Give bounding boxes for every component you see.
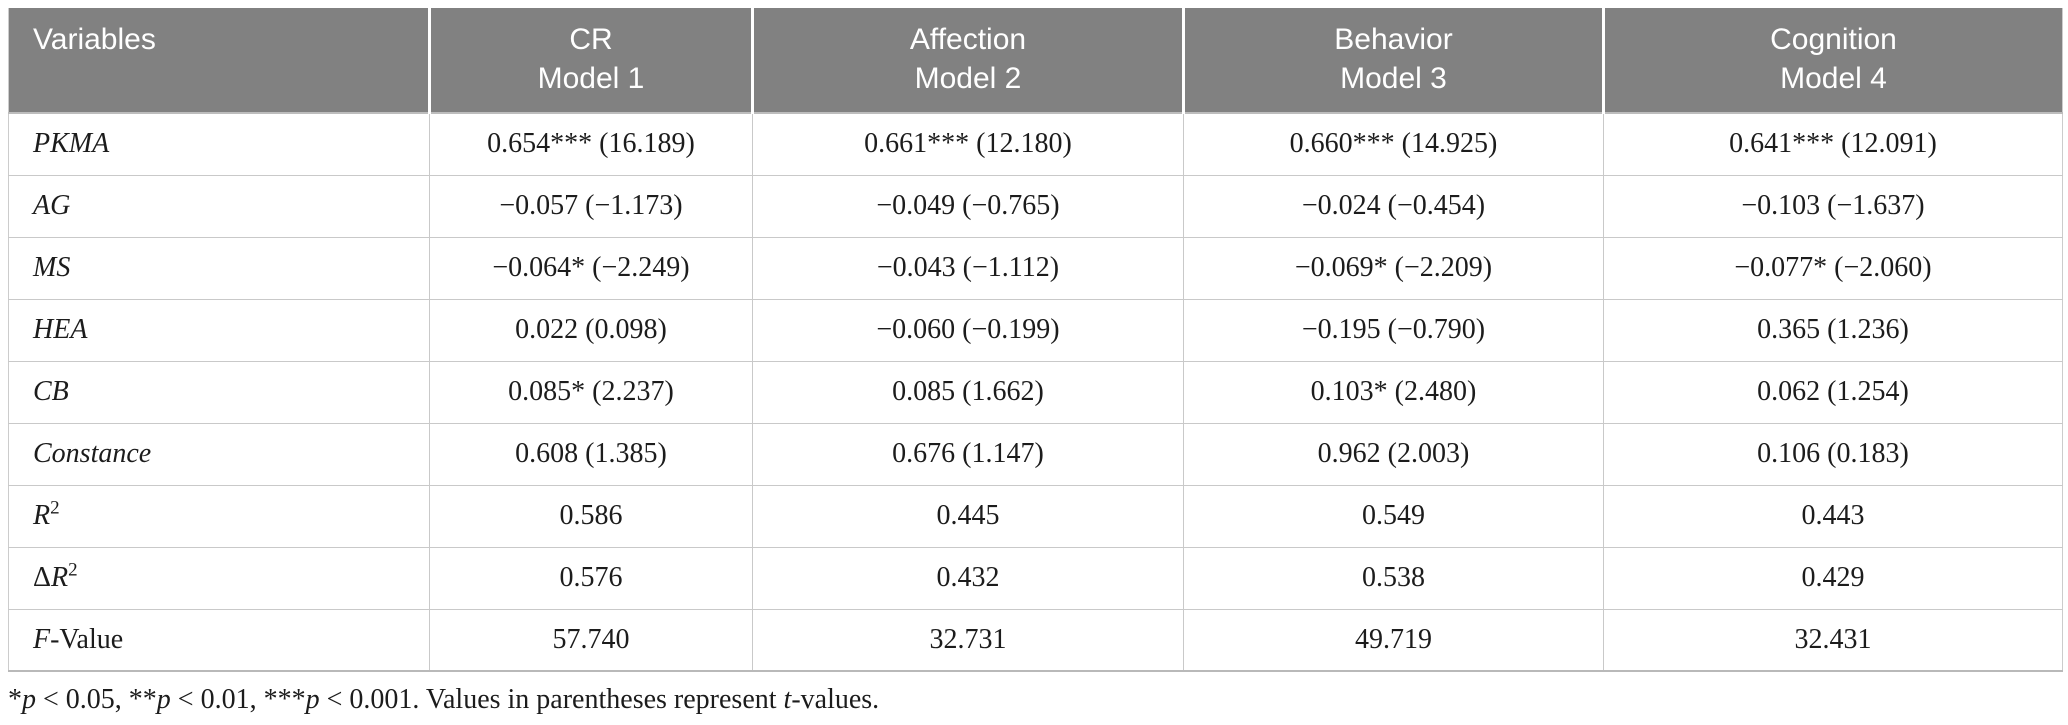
footnote-text: * xyxy=(8,684,22,715)
column-header-behavior-model3: Behavior Model 3 xyxy=(1182,8,1604,114)
table-cell: 0.445 xyxy=(752,485,1184,548)
table-cell: 0.676 (1.147) xyxy=(752,423,1184,486)
header-row: Variables CR Model 1 Affection Model 2 Beh… xyxy=(8,8,2063,114)
table-body: PKMA 0.654*** (16.189) 0.661*** (12.180)… xyxy=(8,113,2063,672)
table-cell: −0.049 (−0.765) xyxy=(752,175,1184,238)
header-line1: Affection xyxy=(909,23,1027,56)
table-row-ms: MS −0.064* (−2.249) −0.043 (−1.112) −0.0… xyxy=(8,237,2063,300)
table-cell: −0.057 (−1.173) xyxy=(429,175,753,238)
table-cell: 0.654*** (16.189) xyxy=(429,113,753,176)
table-cell: 0.443 xyxy=(1603,485,2063,548)
column-header-affection-model2: Affection Model 2 xyxy=(751,8,1184,114)
table-cell: −0.043 (−1.112) xyxy=(752,237,1184,300)
table-cell: 0.586 xyxy=(429,485,753,548)
row-label: F-Value xyxy=(8,609,430,672)
table-cell: −0.195 (−0.790) xyxy=(1183,299,1604,362)
row-label: AG xyxy=(8,175,430,238)
column-header-cognition-model4: Cognition Model 4 xyxy=(1602,8,2063,114)
row-label: Constance xyxy=(8,423,430,486)
table-cell: −0.060 (−0.199) xyxy=(752,299,1184,362)
table-cell: −0.064* (−2.249) xyxy=(429,237,753,300)
table-cell: 0.641*** (12.091) xyxy=(1603,113,2063,176)
table-cell: 0.103* (2.480) xyxy=(1183,361,1604,424)
table-cell: 0.608 (1.385) xyxy=(429,423,753,486)
table-cell: 0.022 (0.098) xyxy=(429,299,753,362)
header-line2: Model 4 xyxy=(1780,62,1887,95)
table-row-cb: CB 0.085* (2.237) 0.085 (1.662) 0.103* (… xyxy=(8,361,2063,424)
table-row-hea: HEA 0.022 (0.098) −0.060 (−0.199) −0.195… xyxy=(8,299,2063,362)
table-row-constance: Constance 0.608 (1.385) 0.676 (1.147) 0.… xyxy=(8,423,2063,486)
row-label: CB xyxy=(8,361,430,424)
header-line2: Model 1 xyxy=(537,62,645,95)
table-row-f-value: F-Value 57.740 32.731 49.719 32.431 xyxy=(8,609,2063,672)
table-cell: 0.962 (2.003) xyxy=(1183,423,1604,486)
table-cell: 0.432 xyxy=(752,547,1184,610)
header-line1: Behavior xyxy=(1334,23,1453,56)
table-cell: 32.731 xyxy=(752,609,1184,672)
table-cell: 0.062 (1.254) xyxy=(1603,361,2063,424)
column-header-cr-model1: CR Model 1 xyxy=(428,8,753,114)
table-cell: 0.538 xyxy=(1183,547,1604,610)
table-cell: 0.365 (1.236) xyxy=(1603,299,2063,362)
table-cell: 0.085* (2.237) xyxy=(429,361,753,424)
table-cell: 57.740 xyxy=(429,609,753,672)
header-line1: Variables xyxy=(33,23,156,56)
row-label: R2 xyxy=(8,485,430,548)
column-header-variables: Variables xyxy=(8,8,430,114)
regression-results-table: Variables CR Model 1 Affection Model 2 Beh… xyxy=(8,8,2063,672)
table-cell: 49.719 xyxy=(1183,609,1604,672)
table-cell: 0.576 xyxy=(429,547,753,610)
header-line1: CR xyxy=(569,23,613,56)
table-cell: −0.103 (−1.637) xyxy=(1603,175,2063,238)
table-cell: 0.085 (1.662) xyxy=(752,361,1184,424)
table-cell: 0.429 xyxy=(1603,547,2063,610)
row-label: PKMA xyxy=(8,113,430,176)
header-line1: Cognition xyxy=(1770,23,1897,56)
table-footnote: *p < 0.05, **p < 0.01, ***p < 0.001. Val… xyxy=(8,684,880,715)
table-cell: 0.549 xyxy=(1183,485,1604,548)
table-row-pkma: PKMA 0.654*** (16.189) 0.661*** (12.180)… xyxy=(8,113,2063,176)
table-header: Variables CR Model 1 Affection Model 2 Beh… xyxy=(8,8,2063,114)
table-cell: −0.024 (−0.454) xyxy=(1183,175,1604,238)
table-cell: 32.431 xyxy=(1603,609,2063,672)
table-cell: 0.661*** (12.180) xyxy=(752,113,1184,176)
row-label: ΔR2 xyxy=(8,547,430,610)
header-line2: Model 2 xyxy=(914,62,1022,95)
table-cell: 0.660*** (14.925) xyxy=(1183,113,1604,176)
table-cell: 0.106 (0.183) xyxy=(1603,423,2063,486)
table-row-r-squared: R2 0.586 0.445 0.549 0.443 xyxy=(8,485,2063,548)
table-row-ag: AG −0.057 (−1.173) −0.049 (−0.765) −0.02… xyxy=(8,175,2063,238)
header-line2: Model 3 xyxy=(1340,62,1447,95)
row-label: HEA xyxy=(8,299,430,362)
table-cell: −0.077* (−2.060) xyxy=(1603,237,2063,300)
row-label: MS xyxy=(8,237,430,300)
table-cell: −0.069* (−2.209) xyxy=(1183,237,1604,300)
table-row-delta-r-squared: ΔR2 0.576 0.432 0.538 0.429 xyxy=(8,547,2063,610)
